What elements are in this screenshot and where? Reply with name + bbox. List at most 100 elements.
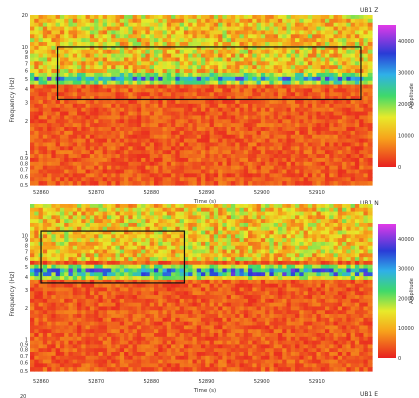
heatmap-cell: [162, 173, 168, 178]
heatmap-cell: [153, 22, 159, 28]
heatmap-cell: [59, 72, 65, 78]
heatmap-cell: [299, 264, 305, 270]
heatmap-cell: [102, 84, 108, 90]
heatmap-cell: [354, 211, 360, 216]
heatmap-cell: [363, 107, 369, 113]
heatmap-cell: [119, 146, 125, 151]
heatmap-cell: [94, 249, 100, 254]
heatmap-cell: [175, 207, 181, 213]
heatmap-cell: [38, 123, 44, 128]
heatmap-cell: [290, 72, 296, 78]
heatmap-cell: [248, 207, 253, 213]
heatmap-cell: [363, 169, 369, 175]
heatmap-cell: [55, 219, 61, 224]
heatmap-cell: [149, 134, 155, 140]
heatmap-cell: [102, 119, 108, 124]
heatmap-cell: [213, 241, 219, 247]
heatmap-cell: [196, 150, 202, 155]
heatmap-cell: [128, 230, 134, 235]
heatmap-cell: [307, 34, 313, 39]
heatmap-cell: [222, 241, 228, 247]
heatmap-cell: [34, 107, 40, 113]
heatmap-cell: [363, 42, 369, 47]
heatmap-cell: [252, 100, 258, 105]
heatmap-cell: [299, 34, 305, 39]
heatmap-cell: [303, 241, 309, 247]
heatmap-cell: [265, 80, 271, 86]
heatmap-cell: [209, 253, 215, 258]
heatmap-cell: [119, 123, 125, 128]
heatmap-cell: [248, 253, 253, 258]
heatmap-cell: [158, 245, 164, 251]
heatmap-cell: [295, 76, 300, 82]
heatmap-cell: [196, 173, 202, 178]
heatmap-cell: [30, 245, 35, 251]
heatmap-cell: [42, 173, 48, 178]
heatmap-cell: [342, 130, 347, 136]
heatmap-cell: [201, 119, 206, 124]
heatmap-cell: [72, 142, 78, 147]
heatmap-cell: [124, 230, 129, 235]
heatmap-cell: [299, 134, 305, 140]
heatmap-cell: [324, 268, 330, 273]
heatmap-cell: [248, 42, 253, 47]
heatmap-cell: [230, 38, 236, 43]
heatmap-cell: [171, 130, 176, 136]
heatmap-cell: [128, 234, 134, 239]
heatmap-cell: [205, 181, 211, 186]
heatmap-cell: [359, 61, 365, 66]
heatmap-cell: [145, 138, 151, 144]
heatmap-cell: [98, 138, 104, 144]
heatmap-cell: [269, 204, 275, 209]
heatmap-cell: [175, 107, 181, 113]
heatmap-cell: [175, 69, 181, 74]
heatmap-cell: [269, 26, 275, 32]
heatmap-cell: [119, 69, 125, 74]
heatmap-cell: [286, 134, 292, 140]
heatmap-cell: [98, 173, 104, 178]
heatmap-cell: [248, 130, 253, 136]
heatmap-cell: [312, 111, 318, 117]
heatmap-cell: [81, 134, 87, 140]
heatmap-cell: [205, 42, 211, 47]
heatmap-cell: [316, 138, 322, 144]
heatmap-cell: [145, 249, 151, 254]
heatmap-cell: [316, 45, 322, 51]
heatmap-cell: [55, 230, 61, 235]
heatmap-cell: [218, 96, 223, 101]
heatmap-cell: [106, 260, 112, 266]
heatmap-cell: [277, 165, 283, 171]
heatmap-cell: [72, 134, 78, 140]
heatmap-cell: [243, 26, 249, 32]
heatmap-cell: [230, 268, 236, 273]
heatmap-cell: [145, 115, 151, 120]
heatmap-cell: [367, 127, 373, 132]
heatmap-cell: [192, 173, 198, 178]
heatmap-cell: [359, 84, 365, 90]
heatmap-cell: [282, 230, 288, 235]
heatmap-cell: [307, 161, 313, 167]
heatmap-cell: [55, 18, 61, 24]
heatmap-cell: [136, 49, 142, 55]
heatmap-cell: [141, 245, 147, 251]
heatmap-cell: [226, 138, 232, 144]
colorbar-label: Amplitude: [409, 83, 415, 109]
heatmap-cell: [213, 249, 219, 254]
heatmap-cell: [222, 230, 228, 235]
heatmap-cell: [153, 238, 159, 243]
heatmap-cell: [111, 130, 117, 136]
heatmap-cell: [106, 238, 112, 243]
heatmap-cell: [115, 138, 121, 144]
heatmap-cell: [316, 88, 322, 93]
heatmap-cell: [265, 146, 271, 151]
heatmap-cell: [149, 222, 155, 228]
heatmap-cell: [89, 165, 95, 171]
heatmap-cell: [290, 234, 296, 239]
heatmap-cell: [68, 245, 74, 251]
heatmap-cell: [316, 103, 322, 109]
heatmap-cell: [307, 226, 313, 232]
heatmap-cell: [363, 119, 369, 124]
heatmap-cell: [239, 169, 245, 175]
heatmap-cell: [312, 26, 318, 32]
heatmap-cell: [316, 146, 322, 151]
